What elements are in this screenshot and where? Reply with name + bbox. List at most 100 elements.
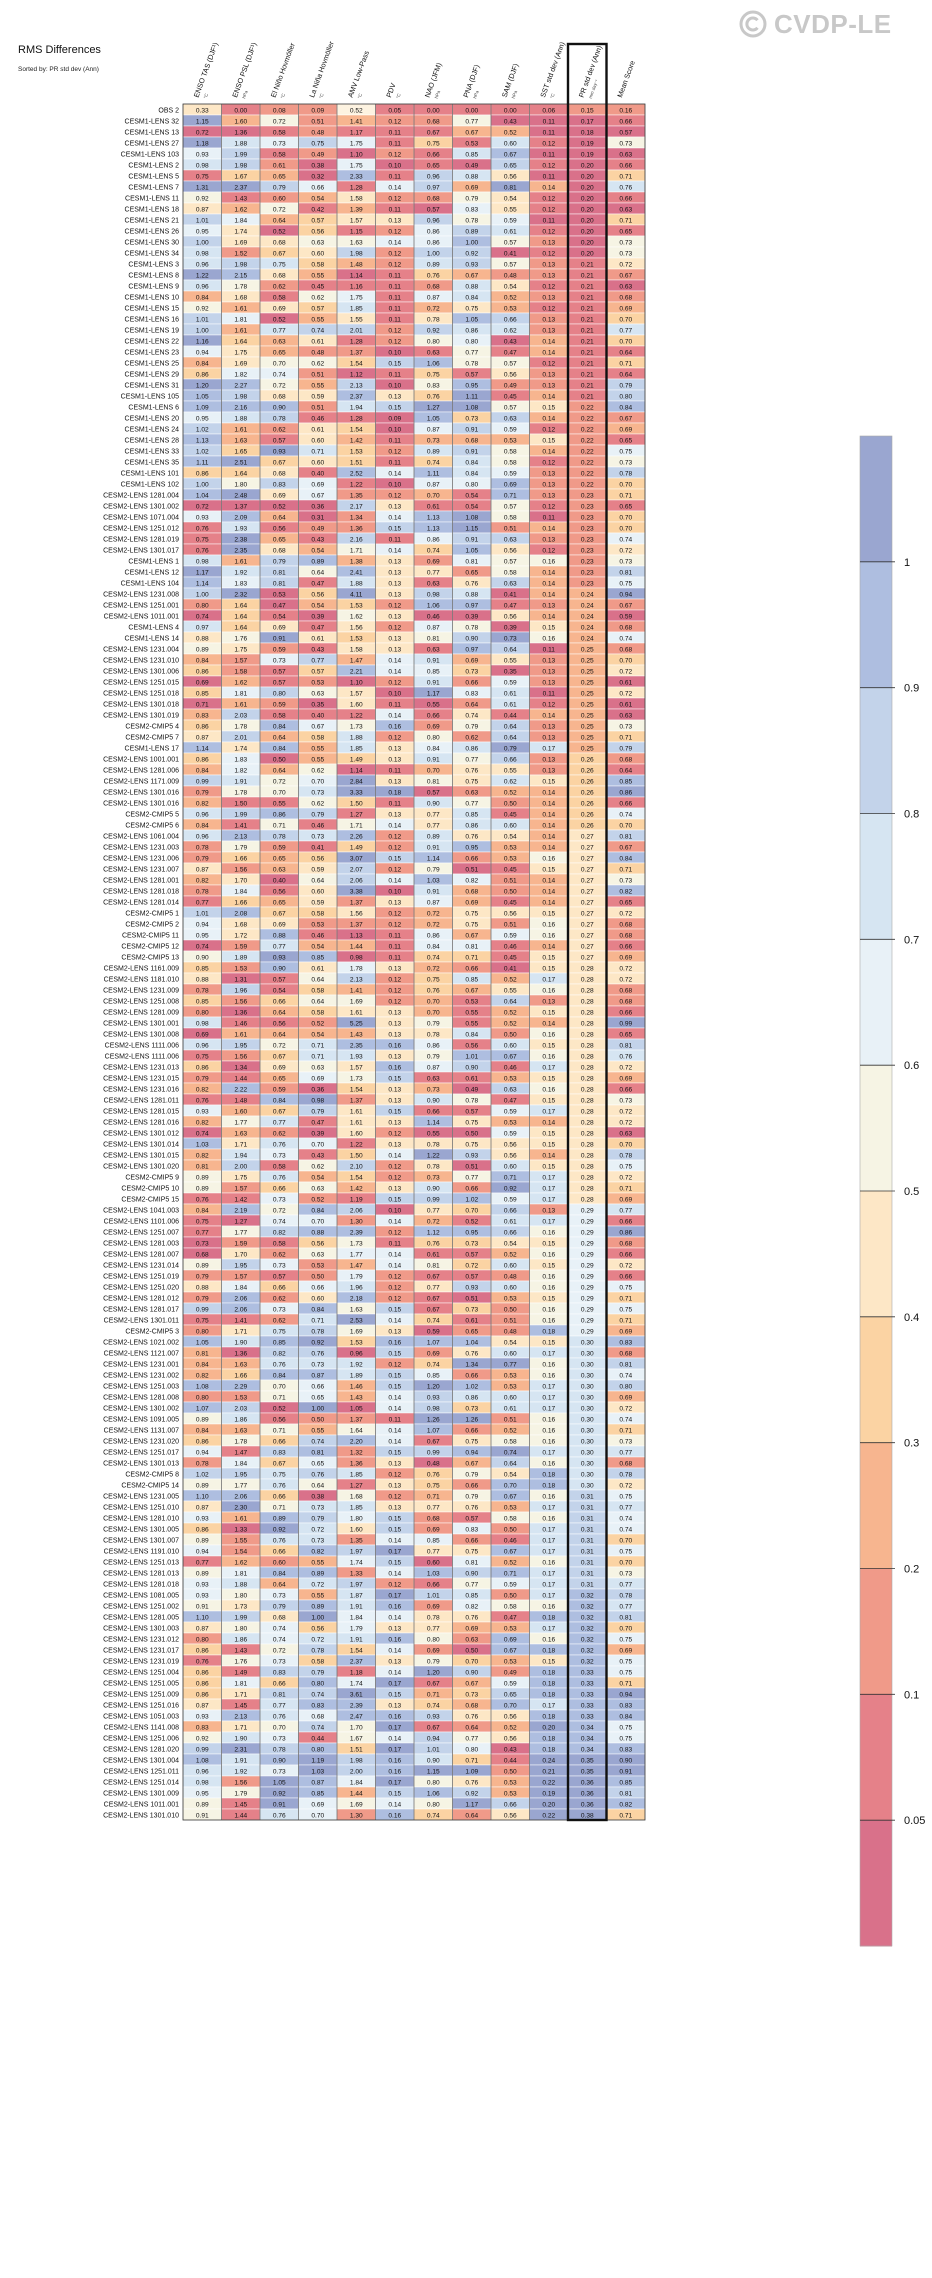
cell-value: 0.16: [542, 1251, 555, 1258]
cell-value: 0.17: [388, 1779, 401, 1786]
row-label: CESM2-LENS 1281.010: [103, 1515, 179, 1522]
colorbar-tick-label: 0.4: [904, 1312, 919, 1324]
cell-value: 1.88: [234, 1581, 247, 1588]
cell-value: 0.69: [504, 1636, 517, 1643]
cell-value: 0.60: [311, 1295, 324, 1302]
cell-value: 0.47: [273, 602, 286, 609]
cell-value: 0.59: [504, 217, 517, 224]
cell-value: 0.73: [273, 140, 286, 147]
cell-value: 0.57: [465, 1108, 478, 1115]
cell-value: 0.13: [388, 1482, 401, 1489]
cell-value: 0.16: [542, 1372, 555, 1379]
cell-value: 0.88: [273, 932, 286, 939]
cell-value: 1.96: [234, 987, 247, 994]
cell-value: 0.87: [427, 624, 440, 631]
cell-value: 0.77: [465, 1581, 478, 1588]
cell-value: 0.73: [619, 1097, 632, 1104]
cell-value: 1.46: [350, 1383, 363, 1390]
cell-value: 0.77: [619, 1581, 632, 1588]
cell-value: 0.56: [504, 1141, 517, 1148]
cell-value: 0.36: [581, 1779, 594, 1786]
cell-value: 0.25: [581, 712, 594, 719]
cell-value: 1.05: [350, 1405, 363, 1412]
cell-value: 0.61: [273, 162, 286, 169]
cell-value: 0.71: [619, 173, 632, 180]
cell-value: 0.94: [196, 1548, 209, 1555]
cell-value: 0.89: [311, 1570, 324, 1577]
cell-value: 0.80: [427, 734, 440, 741]
cell-value: 0.53: [311, 921, 324, 928]
cell-value: 0.84: [196, 1427, 209, 1434]
cell-value: 0.23: [581, 547, 594, 554]
cell-value: 1.80: [350, 1515, 363, 1522]
cell-value: 1.61: [234, 1515, 247, 1522]
cell-value: 1.10: [196, 1614, 209, 1621]
cell-value: 0.79: [273, 1603, 286, 1610]
cell-value: 1.72: [234, 932, 247, 939]
cell-value: 0.76: [311, 1350, 324, 1357]
row-label: CESM2-LENS 1001.001: [103, 756, 179, 763]
cell-value: 0.67: [465, 1680, 478, 1687]
cell-value: 0.73: [196, 1240, 209, 1247]
row-label: CESM1-LENS 13: [125, 129, 180, 136]
cell-value: 0.85: [619, 778, 632, 785]
cell-value: 0.75: [196, 1053, 209, 1060]
cell-value: 0.56: [504, 547, 517, 554]
cell-value: 0.55: [311, 1427, 324, 1434]
cell-value: 0.09: [388, 415, 401, 422]
cell-value: 0.81: [619, 569, 632, 576]
cell-value: 0.13: [542, 657, 555, 664]
cell-value: 0.74: [619, 536, 632, 543]
cell-value: 0.94: [427, 1735, 440, 1742]
cell-value: 0.81: [311, 1449, 324, 1456]
cell-value: 0.52: [504, 789, 517, 796]
row-label: CESM2-CMIP5 12: [121, 943, 179, 950]
cell-value: 2.35: [234, 547, 247, 554]
cell-value: 0.58: [273, 1163, 286, 1170]
cell-value: 0.63: [273, 338, 286, 345]
cell-value: 0.74: [427, 1812, 440, 1819]
cell-value: 0.61: [504, 1218, 517, 1225]
cell-value: 0.73: [311, 1537, 324, 1544]
cell-value: 0.78: [196, 987, 209, 994]
cell-value: 1.56: [234, 998, 247, 1005]
cell-value: 0.17: [542, 1196, 555, 1203]
cell-value: 0.79: [273, 558, 286, 565]
cell-value: 0.30: [581, 1350, 594, 1357]
cell-value: 0.18: [542, 1669, 555, 1676]
cell-value: 0.98: [196, 1779, 209, 1786]
cell-value: 0.77: [465, 118, 478, 125]
cell-value: 0.54: [465, 503, 478, 510]
cell-value: 0.96: [427, 217, 440, 224]
cell-value: 0.15: [388, 1383, 401, 1390]
cell-value: 0.33: [581, 1713, 594, 1720]
cell-value: 0.78: [465, 360, 478, 367]
cell-value: 0.79: [196, 1295, 209, 1302]
cell-value: 0.73: [465, 1240, 478, 1247]
cell-value: 0.29: [581, 1240, 594, 1247]
cell-value: 0.13: [542, 536, 555, 543]
cell-value: 0.93: [427, 1713, 440, 1720]
cell-value: 0.89: [196, 646, 209, 653]
cell-value: 0.11: [389, 283, 402, 290]
cell-value: 1.19: [350, 1196, 363, 1203]
cell-value: 0.72: [619, 1064, 632, 1071]
row-label: CESM2-LENS 1281.019: [103, 536, 179, 543]
cell-value: 0.14: [388, 239, 401, 246]
row-label: CESM2-LENS 1251.007: [103, 1229, 179, 1236]
cell-value: 0.51: [311, 404, 324, 411]
cell-value: 0.31: [581, 1548, 594, 1555]
cell-value: 0.16: [542, 1438, 555, 1445]
cell-value: 0.93: [465, 1284, 478, 1291]
cell-value: 0.76: [196, 525, 209, 532]
cell-value: 0.13: [388, 558, 401, 565]
cell-value: 1.68: [234, 294, 247, 301]
cell-value: 0.15: [542, 778, 555, 785]
colorbar-tick-label: 0.3: [904, 1438, 919, 1450]
row-label: CESM2-LENS 1301.007: [103, 1537, 179, 1544]
cell-value: 0.10: [388, 888, 401, 895]
cell-value: 0.53: [504, 305, 517, 312]
row-label: CESM1-LENS 15: [125, 305, 180, 312]
cell-value: 0.67: [427, 1438, 440, 1445]
cell-value: 0.85: [465, 1592, 478, 1599]
